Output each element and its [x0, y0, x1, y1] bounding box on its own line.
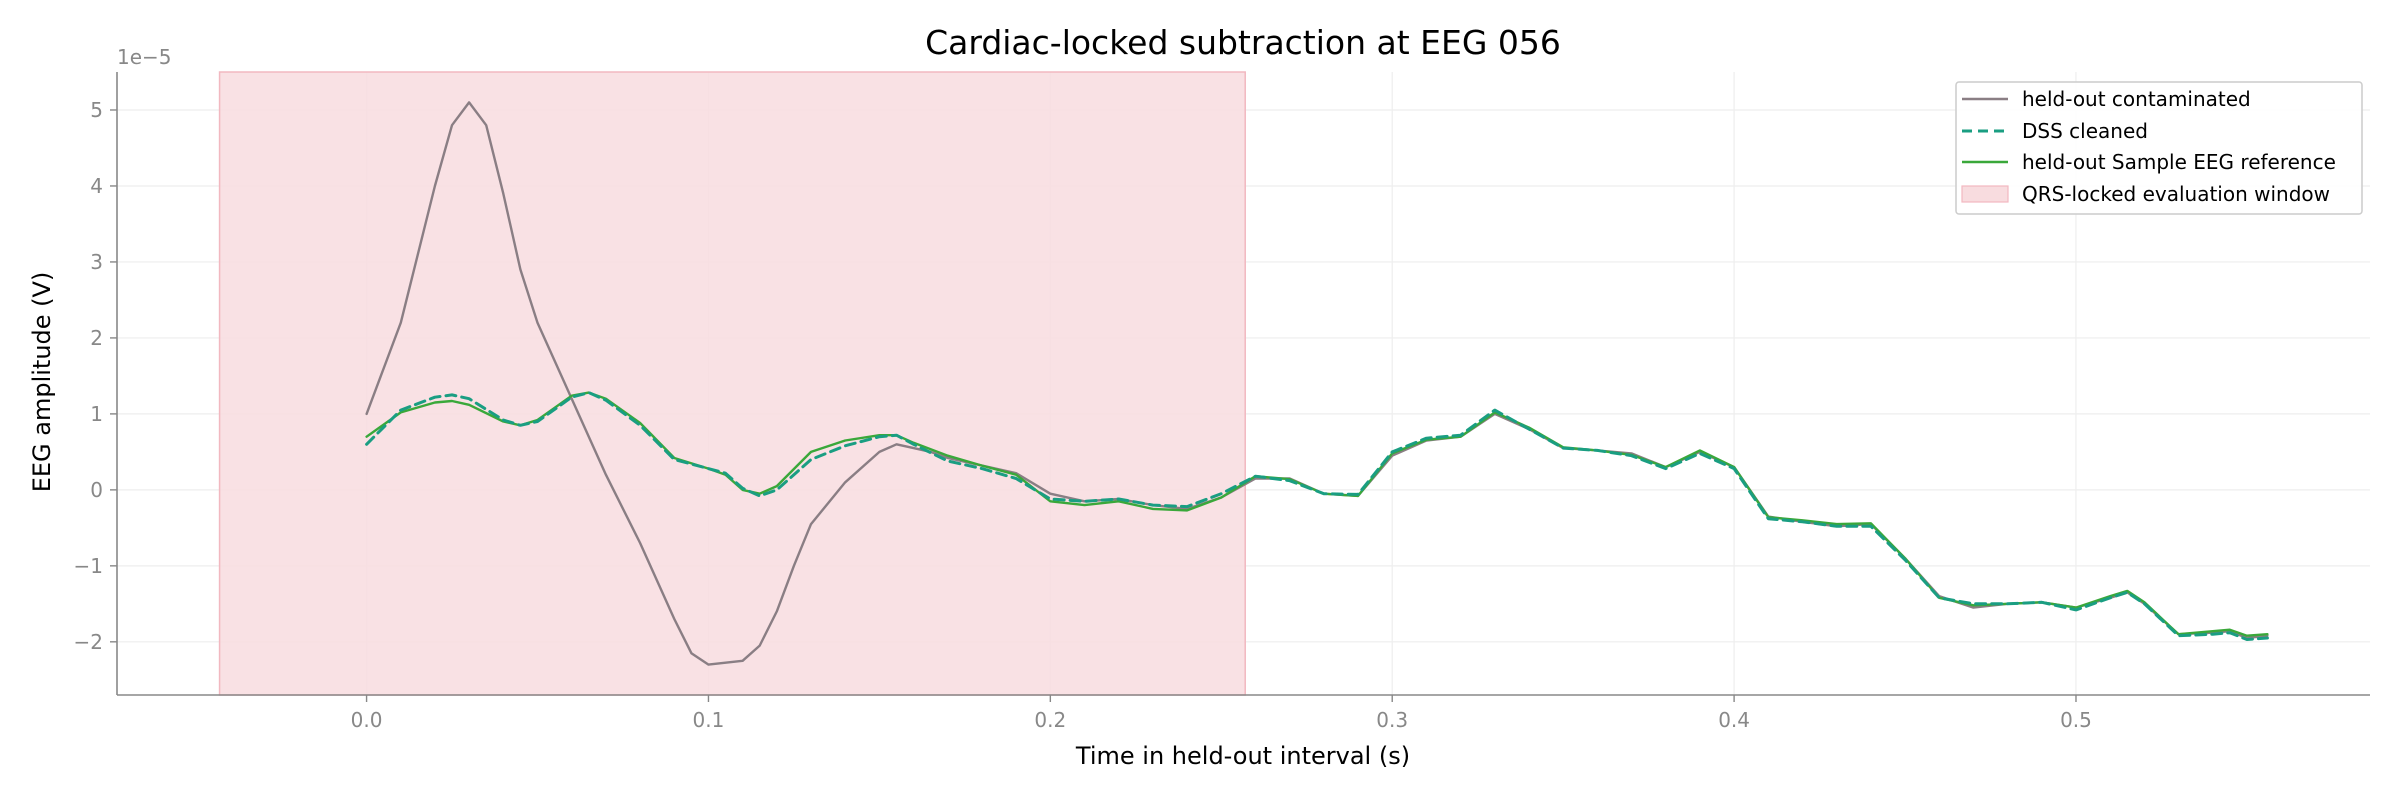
x-tick-label: 0.0 [351, 708, 383, 732]
y-tick-label: 4 [90, 174, 103, 198]
qrs-window-shade [218, 71, 1246, 696]
legend-box [1955, 81, 2363, 215]
y-tick-label: −2 [74, 630, 103, 654]
x-ticks: 0.0 0.1 0.2 0.3 0.4 0.5 [351, 695, 2092, 732]
y-tick-label: 5 [90, 98, 103, 122]
axes [116, 72, 2370, 696]
y-tick-label: 2 [90, 326, 103, 350]
y-tick-label: 1 [90, 402, 103, 426]
y-tick-label: 3 [90, 250, 103, 274]
x-tick-label: 0.5 [2060, 708, 2092, 732]
x-axis-label: Time in held-out interval (s) [1075, 742, 1410, 770]
series-line-dss-cleaned [365, 391, 2269, 641]
legend-label-reference: held-out Sample EEG reference [2022, 150, 2336, 174]
legend-swatch-qrs-window [1961, 185, 2009, 203]
legend-label-dss-cleaned: DSS cleaned [2022, 119, 2148, 143]
x-tick-label: 0.4 [1718, 708, 1750, 732]
legend-label-contaminated: held-out contaminated [2022, 87, 2251, 111]
legend-label-qrs-window: QRS-locked evaluation window [2022, 182, 2330, 206]
y-tick-label: 0 [90, 478, 103, 502]
y-tick-label: −1 [74, 554, 103, 578]
x-tick-label: 0.2 [1034, 708, 1066, 732]
x-tick-label: 0.3 [1376, 708, 1408, 732]
chart-title: Cardiac-locked subtraction at EEG 056 [925, 23, 1561, 62]
y-axis-label: EEG amplitude (V) [28, 272, 56, 493]
y-ticks: −2 −1 0 1 2 3 4 5 [74, 98, 117, 654]
legend: held-out contaminated DSS cleaned held-o… [1955, 81, 2363, 215]
y-offset-label: 1e−5 [117, 45, 172, 69]
series-layer [365, 101, 2269, 666]
x-tick-label: 0.1 [693, 708, 725, 732]
